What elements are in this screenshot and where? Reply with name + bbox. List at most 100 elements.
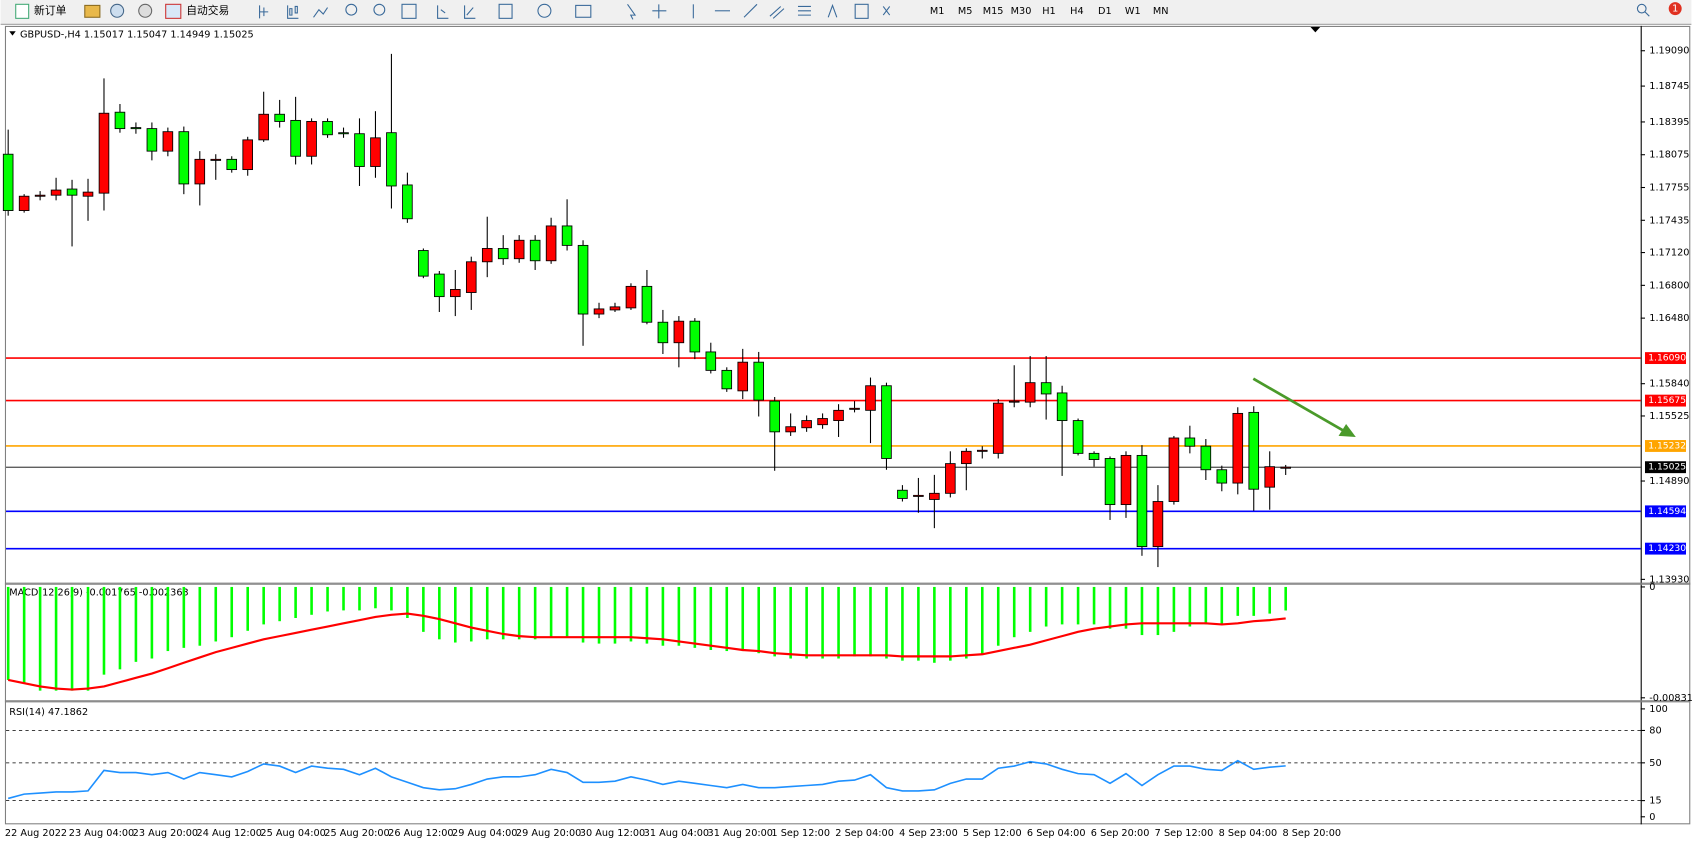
candle-body [881, 385, 892, 459]
candle-body [577, 244, 589, 315]
search-icon[interactable] [1644, 11, 1650, 17]
candle-body [689, 320, 701, 353]
candle-body [1072, 420, 1084, 454]
tool-icon[interactable] [84, 4, 101, 18]
macd-bar [326, 586, 329, 612]
macd-bar [533, 586, 537, 640]
notification-badge[interactable] [1668, 2, 1682, 16]
x-tick-label: 31 Aug 04:00 [644, 828, 709, 839]
auto-trading-button[interactable]: 自动交易 [186, 4, 229, 17]
candle-body [354, 133, 365, 167]
macd-bar [6, 586, 10, 680]
timeframe-button[interactable]: M15 [983, 6, 1004, 17]
candle-body [1024, 382, 1036, 403]
level-label: 1.14230 [1648, 543, 1686, 554]
macd-bar [1124, 586, 1128, 629]
level-label-bg [1644, 542, 1686, 555]
tool-icon[interactable] [743, 3, 758, 18]
macd-bar [901, 586, 904, 661]
timeframe-button[interactable]: H1 [1042, 6, 1055, 17]
macd-bar [1076, 586, 1080, 625]
tool-icon[interactable] [287, 5, 299, 19]
candle-body [593, 308, 605, 315]
tool-icon[interactable] [138, 3, 153, 18]
tool-icon[interactable] [498, 3, 513, 19]
y-tick-label: 15 [1649, 796, 1661, 807]
tool-icon[interactable] [437, 5, 449, 19]
search-icon[interactable] [1636, 3, 1647, 14]
macd-bar [1044, 586, 1048, 627]
candle-body [1168, 437, 1180, 502]
auto-trading-icon[interactable] [165, 3, 182, 19]
candle-body [865, 385, 876, 411]
timeframe-button[interactable]: M30 [1011, 6, 1032, 17]
macd-bar [1236, 586, 1240, 616]
candle-body [1120, 454, 1132, 506]
level-label-bg [1644, 394, 1686, 407]
macd-bar [390, 586, 393, 611]
tool-icon[interactable] [627, 4, 637, 20]
macd-bar [485, 586, 489, 640]
macd-bar [725, 586, 729, 652]
macd-bar [262, 586, 265, 625]
candle-body [1200, 445, 1212, 471]
tool-icon[interactable] [882, 6, 891, 16]
macd-bar [549, 586, 553, 638]
macd-bar [1156, 586, 1160, 636]
x-tick-label: 29 Aug 20:00 [516, 828, 581, 839]
tool-icon[interactable] [464, 5, 476, 19]
candle-body [657, 321, 669, 344]
tool-icon[interactable] [769, 6, 785, 19]
tool-icon[interactable] [345, 3, 358, 16]
tool-icon[interactable] [854, 3, 869, 19]
x-tick-label: 6 Sep 04:00 [1027, 828, 1086, 839]
timeframe-button[interactable]: M1 [930, 6, 945, 17]
tool-icon[interactable] [259, 5, 269, 19]
tool-icon[interactable] [797, 5, 811, 16]
x-tick-label: 7 Sep 12:00 [1155, 828, 1214, 839]
tool-icon[interactable] [652, 4, 667, 19]
candle-body [98, 112, 110, 194]
tool-icon[interactable] [110, 3, 125, 18]
x-tick-label: 26 Aug 12:00 [388, 828, 453, 839]
macd-bar [310, 586, 313, 615]
y-tick-label: 100 [1649, 704, 1668, 715]
new-order-icon[interactable] [15, 3, 30, 19]
timeframe-button[interactable]: D1 [1098, 6, 1112, 17]
tool-icon[interactable] [537, 3, 552, 18]
macd-bar [294, 586, 297, 618]
tool-icon[interactable] [313, 7, 328, 18]
y-tick-label: 1.13930 [1649, 574, 1689, 585]
x-tick-label: 6 Sep 20:00 [1091, 828, 1150, 839]
level-label-bg [1644, 461, 1686, 474]
x-tick-label: 8 Sep 20:00 [1282, 828, 1341, 839]
y-tick-label: 1.17120 [1649, 248, 1689, 259]
timeframe-button[interactable]: M5 [958, 6, 973, 17]
x-tick-label: 2 Sep 04:00 [835, 828, 894, 839]
tool-icon[interactable] [575, 4, 592, 18]
new-order-button[interactable]: 新订单 [34, 4, 67, 17]
level-label: 1.15675 [1648, 395, 1686, 406]
tool-icon[interactable] [401, 3, 417, 19]
macd-bar [1204, 586, 1208, 625]
tool-icon[interactable] [827, 3, 838, 18]
candle-body [465, 261, 477, 293]
candle-body [785, 426, 796, 433]
timeframe-button[interactable]: MN [1153, 6, 1169, 17]
tool-icon[interactable] [373, 3, 386, 16]
macd-bar [422, 586, 425, 632]
candle-body [1280, 466, 1291, 469]
timeframe-button[interactable]: H4 [1070, 6, 1083, 17]
macd-bar [980, 586, 984, 655]
candle-body [1056, 392, 1068, 422]
candle-body [386, 132, 397, 187]
level-label: 1.15232 [1648, 440, 1686, 451]
timeframe-button[interactable]: W1 [1125, 6, 1141, 17]
candle-body [1088, 452, 1100, 460]
x-tick-label: 22 Aug 2022 [5, 828, 67, 839]
level-label-bg [1644, 352, 1686, 365]
macd-bar [118, 586, 122, 670]
y-tick-label: 1.18395 [1649, 117, 1689, 128]
macd-bar [613, 586, 617, 644]
